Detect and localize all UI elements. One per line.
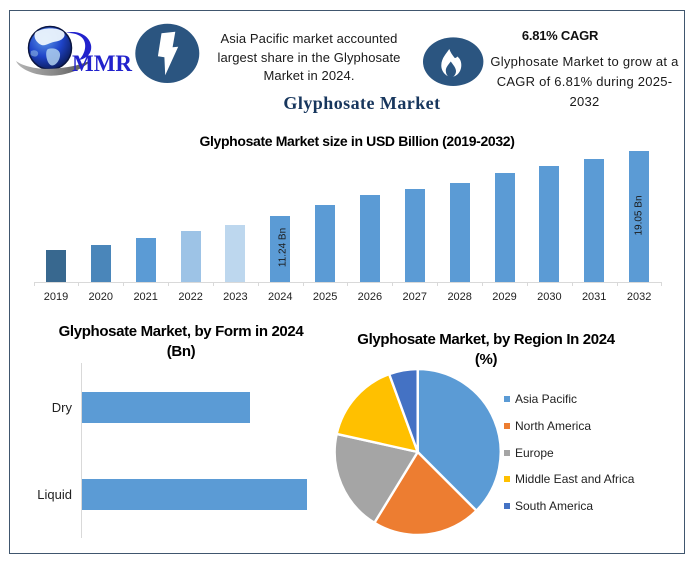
svg-text:MMR: MMR xyxy=(72,51,132,76)
